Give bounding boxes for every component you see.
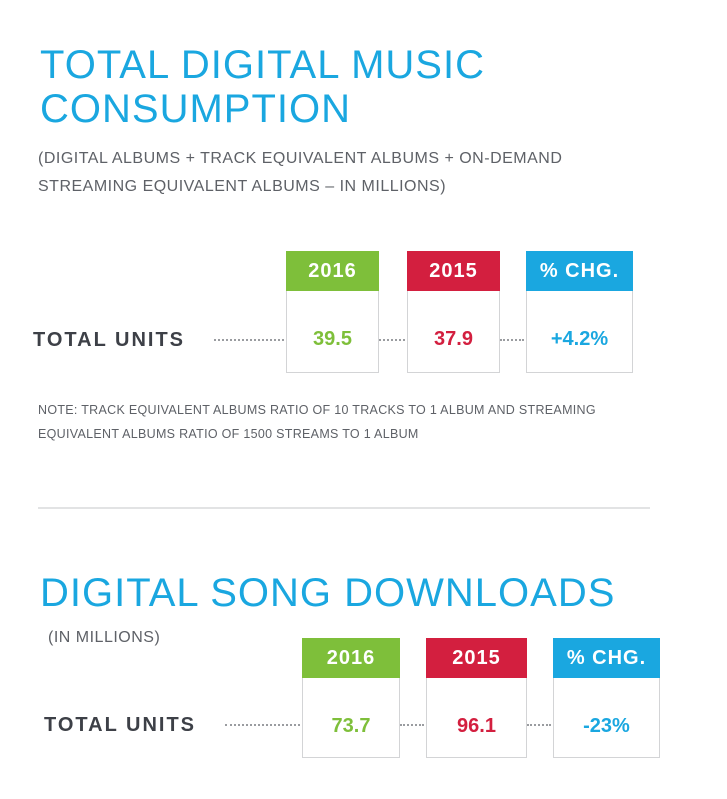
row-label: TOTAL UNITS xyxy=(33,329,185,351)
value-2016: 39.5 xyxy=(286,291,379,373)
dotted-leader xyxy=(500,339,524,341)
value-2015: 37.9 xyxy=(407,291,500,373)
dotted-leader xyxy=(225,724,300,726)
dotted-leader xyxy=(400,724,424,726)
section1-title-line2: CONSUMPTION xyxy=(40,87,351,131)
section1-subtitle-line1: (DIGITAL ALBUMS + TRACK EQUIVALENT ALBUM… xyxy=(38,150,563,167)
dotted-leader xyxy=(379,339,405,341)
header-2016: 2016 xyxy=(286,251,379,291)
header-2015: 2015 xyxy=(407,251,500,291)
section2-title: DIGITAL SONG DOWNLOADS xyxy=(40,571,616,615)
value-pct-chg: -23% xyxy=(553,678,660,758)
section1-title-line1: TOTAL DIGITAL MUSIC xyxy=(40,43,485,87)
section2-subtitle: (IN MILLIONS) xyxy=(48,629,161,646)
header-pct-chg: % CHG. xyxy=(526,251,633,291)
section-divider xyxy=(38,507,650,509)
header-2015: 2015 xyxy=(426,638,527,678)
dotted-leader xyxy=(214,339,284,341)
note-line2: EQUIVALENT ALBUMS RATIO OF 1500 STREAMS … xyxy=(38,427,419,441)
value-pct-chg: +4.2% xyxy=(526,291,633,373)
note-line1: NOTE: TRACK EQUIVALENT ALBUMS RATIO OF 1… xyxy=(38,403,596,417)
section1-subtitle-line2: STREAMING EQUIVALENT ALBUMS – IN MILLION… xyxy=(38,178,447,195)
row-label: TOTAL UNITS xyxy=(44,714,196,736)
header-pct-chg: % CHG. xyxy=(553,638,660,678)
value-2016: 73.7 xyxy=(302,678,400,758)
dotted-leader xyxy=(527,724,551,726)
header-2016: 2016 xyxy=(302,638,400,678)
value-2015: 96.1 xyxy=(426,678,527,758)
